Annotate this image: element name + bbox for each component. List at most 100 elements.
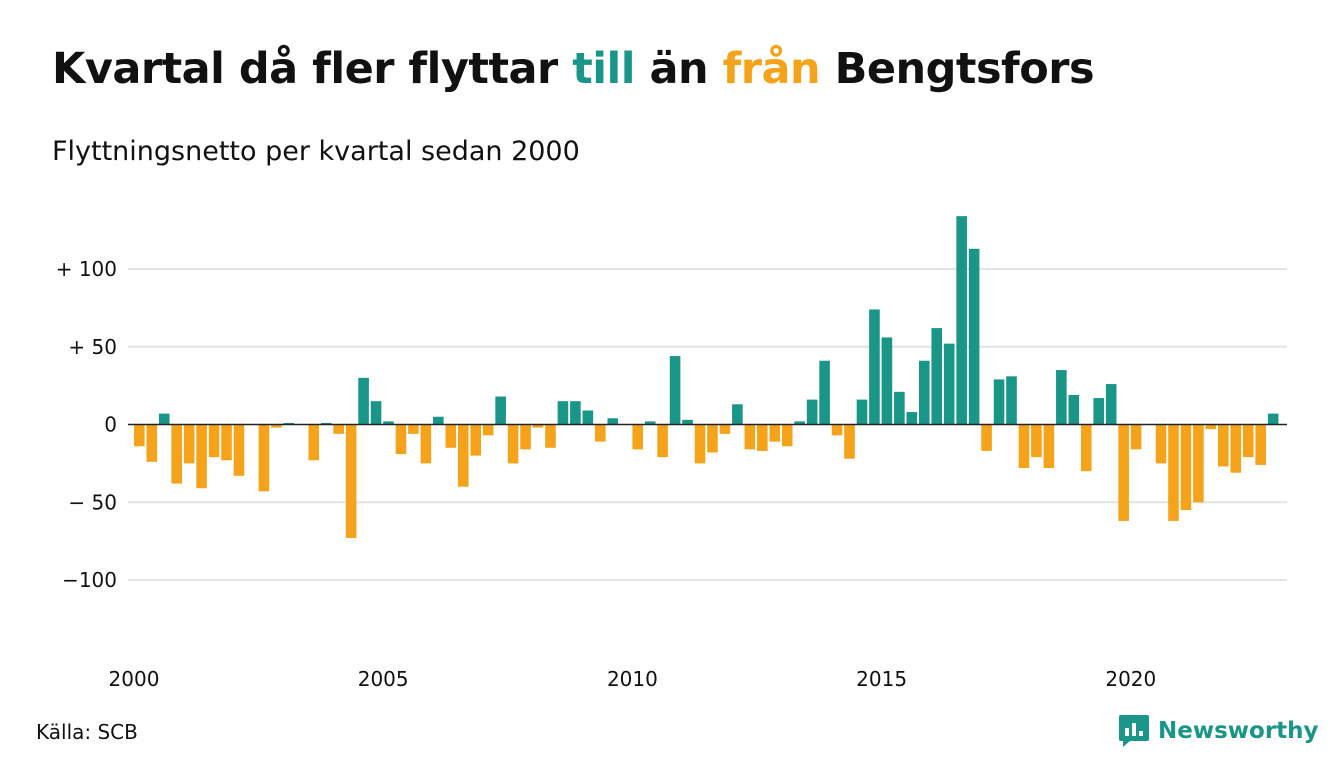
bar: [1130, 424, 1142, 450]
bar: [1218, 424, 1229, 467]
title-part-3: Bengtsfors: [820, 44, 1095, 94]
bar: [457, 424, 469, 487]
bar: [819, 360, 830, 425]
bar: [1205, 424, 1217, 430]
bar: [1180, 424, 1192, 511]
bar: [1267, 413, 1279, 425]
bar: [183, 424, 195, 464]
bar: [146, 424, 158, 462]
bar: [208, 424, 220, 458]
bar: [931, 328, 943, 425]
bar: [570, 401, 581, 425]
bar: [1193, 424, 1204, 503]
bar: [1118, 424, 1129, 521]
bar: [1056, 370, 1067, 425]
y-tick-label: 0: [104, 413, 117, 437]
newsworthy-logo-icon: [1119, 715, 1149, 747]
bar: [1168, 424, 1179, 521]
bar: [1031, 424, 1042, 458]
bar: [831, 424, 843, 436]
bar: [408, 424, 419, 434]
bar: [682, 419, 693, 425]
bar: [308, 424, 320, 461]
title-fran: från: [722, 44, 821, 94]
bar: [221, 424, 232, 461]
bar: [719, 424, 731, 434]
bar: [196, 424, 207, 489]
bar: [134, 424, 145, 447]
bar: [258, 424, 270, 492]
bar: [271, 424, 282, 428]
bar: [794, 421, 805, 425]
title-till: till: [572, 44, 635, 94]
bar: [1155, 424, 1167, 464]
brand-name: Newsworthy: [1158, 718, 1319, 744]
bar: [943, 343, 955, 425]
x-tick-label: 2005: [358, 667, 409, 691]
y-tick-label: + 100: [56, 257, 117, 281]
bar: [320, 422, 332, 425]
bar: [171, 424, 182, 484]
x-axis-ticks: 2000 2005 2010 2015 2020: [109, 667, 1157, 691]
bar: [1068, 394, 1080, 425]
bar: [981, 424, 992, 451]
bar: [433, 416, 444, 425]
bar: [856, 399, 868, 425]
bar: [918, 360, 930, 425]
bar: [358, 377, 369, 425]
x-tick-label: 2000: [109, 667, 160, 691]
x-tick-label: 2020: [1105, 667, 1156, 691]
bar: [383, 421, 394, 425]
bar: [395, 424, 407, 455]
bar: [557, 401, 569, 425]
bar: [757, 424, 768, 451]
source-label: Källa: SCB: [36, 720, 138, 744]
bar: [520, 424, 531, 450]
title-part-1: Kvartal då fler flyttar: [52, 44, 573, 94]
bar: [1043, 424, 1055, 469]
bar: [769, 424, 781, 442]
bar-chart: + 100 + 50 0 − 50 −100 2000 2005 2010 2015 2020: [56, 216, 1287, 691]
bar: [993, 379, 1005, 425]
y-axis-ticks: + 100 + 50 0 − 50 −100: [56, 257, 117, 592]
bar: [657, 424, 668, 458]
bar: [582, 410, 594, 425]
y-tick-label: −100: [62, 568, 117, 592]
y-tick-label: − 50: [68, 490, 117, 514]
bar: [283, 422, 295, 425]
bar: [1242, 424, 1254, 458]
bar: [707, 424, 718, 453]
bar: [894, 391, 905, 425]
bar: [1093, 398, 1105, 425]
chart-subtitle: Flyttningsnetto per kvartal sedan 2000: [52, 136, 580, 167]
x-tick-label: 2015: [856, 667, 907, 691]
bar: [732, 404, 743, 425]
bar: [482, 424, 494, 436]
bar: [956, 216, 967, 425]
bar: [744, 424, 756, 450]
bar: [806, 399, 818, 425]
bar: [445, 424, 457, 448]
bar: [345, 424, 357, 539]
bar: [233, 424, 245, 476]
bar: [844, 424, 855, 459]
title-part-2: än: [634, 44, 723, 94]
y-tick-label: + 50: [68, 335, 117, 359]
bar: [507, 424, 519, 464]
bar: [1105, 384, 1117, 425]
chart-title: Kvartal då fler flyttar till än från Ben…: [52, 44, 1095, 94]
bar: [1018, 424, 1030, 469]
bar: [532, 424, 544, 428]
bar: [869, 309, 880, 425]
bar: [495, 396, 506, 425]
bar: [333, 424, 344, 434]
bar: [470, 424, 482, 456]
bar: [595, 424, 606, 442]
bar: [669, 356, 681, 425]
bar: [1230, 424, 1242, 473]
bar: [694, 424, 706, 464]
bar: [881, 337, 893, 425]
bar: [781, 424, 793, 447]
bar: [420, 424, 432, 464]
bar: [632, 424, 643, 450]
